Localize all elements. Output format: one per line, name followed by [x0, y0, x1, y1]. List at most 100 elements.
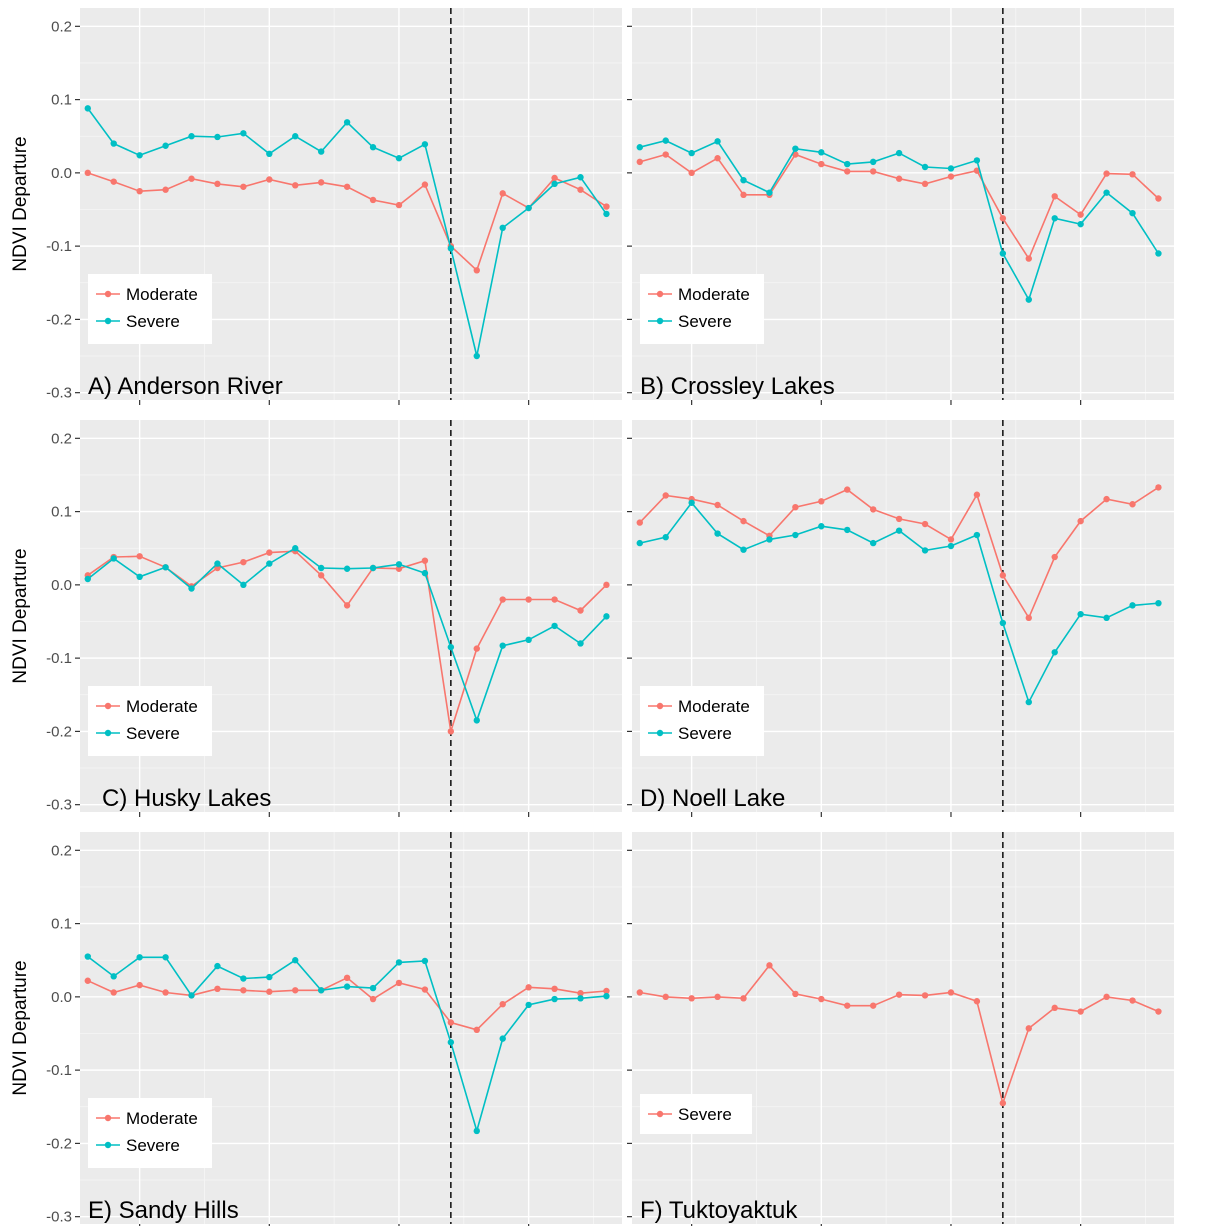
y-tick-label: 0.2: [51, 430, 72, 447]
data-point-severe: [921, 163, 929, 171]
data-point-severe: [369, 564, 377, 572]
data-point-severe: [84, 953, 91, 960]
panel-label: E) Sandy Hills: [88, 1197, 239, 1224]
legend-key-point: [656, 729, 664, 737]
data-point-severe: [551, 180, 558, 188]
data-point-moderate: [499, 596, 506, 603]
data-point-severe: [947, 165, 955, 172]
panel-5: 0.20.10.0-0.1-0.2-0.32000200520102015NDV…: [10, 832, 622, 1229]
data-point-severe: [110, 973, 117, 980]
legend-key-point: [104, 729, 112, 737]
data-point-moderate: [473, 1026, 480, 1034]
data-point-severe: [447, 643, 455, 651]
data-point-severe: [395, 155, 403, 162]
data-point-moderate: [688, 169, 695, 177]
data-point-severe: [266, 973, 273, 981]
y-tick-label: -0.2: [46, 723, 72, 740]
data-point-moderate: [421, 557, 429, 564]
data-point-severe: [714, 530, 721, 537]
data-point-severe: [688, 149, 695, 157]
data-point-severe: [395, 959, 403, 966]
data-point-severe: [1025, 698, 1032, 706]
data-point-moderate: [818, 498, 825, 505]
data-point-moderate: [525, 596, 532, 603]
data-point-moderate: [662, 151, 669, 158]
data-point-severe: [84, 105, 91, 112]
data-point-severe: [636, 539, 643, 547]
y-tick-label: 0.1: [51, 504, 72, 521]
data-point-severe: [1077, 610, 1084, 618]
data-point-severe: [603, 992, 610, 1000]
data-point-moderate: [921, 520, 929, 528]
data-point-moderate: [214, 985, 221, 992]
data-point-moderate: [240, 987, 247, 994]
data-point-severe: [947, 542, 955, 550]
data-point-severe: [577, 640, 584, 647]
data-point-moderate: [136, 553, 143, 560]
data-point-severe: [317, 987, 325, 994]
data-point-moderate: [421, 181, 429, 188]
data-point-severe: [740, 176, 747, 184]
data-point-moderate: [999, 215, 1007, 222]
y-axis-title: NDVI Departure: [10, 136, 31, 271]
legend-label-severe: Severe: [126, 1136, 180, 1155]
data-point-moderate: [947, 536, 955, 543]
data-point-moderate: [240, 558, 247, 566]
data-point-moderate: [499, 190, 506, 197]
data-point-moderate: [136, 187, 143, 195]
data-point-moderate: [473, 645, 480, 652]
panel-label: A) Anderson River: [88, 373, 283, 400]
data-point-moderate: [395, 979, 403, 987]
panel-background: [632, 832, 1174, 1224]
data-point-severe: [369, 984, 377, 992]
data-point-severe: [1051, 1004, 1058, 1012]
data-point-moderate: [603, 203, 610, 210]
data-point-moderate: [317, 572, 325, 579]
data-point-severe: [317, 564, 325, 572]
legend-box: [88, 686, 212, 756]
data-point-moderate: [895, 175, 903, 182]
legend-label-severe: Severe: [126, 312, 180, 331]
data-point-moderate: [1103, 495, 1110, 503]
data-point-severe: [1129, 209, 1136, 217]
data-point-moderate: [188, 175, 195, 182]
data-point-severe: [869, 1002, 877, 1009]
data-point-moderate: [818, 160, 825, 168]
data-point-severe: [1077, 220, 1084, 228]
data-point-moderate: [921, 180, 929, 188]
y-tick-label: -0.3: [46, 797, 72, 814]
data-point-moderate: [577, 186, 584, 193]
data-point-moderate: [369, 196, 377, 204]
legend-key-point: [656, 317, 664, 325]
data-point-severe: [1155, 599, 1162, 607]
data-point-moderate: [525, 984, 532, 991]
data-point-severe: [240, 581, 247, 589]
data-point-moderate: [317, 179, 325, 186]
data-point-severe: [499, 1035, 506, 1042]
data-point-moderate: [551, 174, 558, 182]
data-point-severe: [577, 995, 584, 1002]
data-point-severe: [662, 993, 669, 1001]
data-point-severe: [473, 352, 480, 360]
data-point-moderate: [1129, 171, 1136, 178]
panel-label: B) Crossley Lakes: [640, 373, 835, 400]
data-point-severe: [240, 975, 247, 982]
data-point-moderate: [869, 506, 877, 513]
data-point-severe: [895, 991, 903, 998]
legend-label-severe: Severe: [678, 724, 732, 743]
data-point-severe: [188, 992, 195, 999]
legend-label-severe: Severe: [126, 724, 180, 743]
y-tick-label: -0.2: [46, 1135, 72, 1152]
data-point-severe: [714, 993, 721, 1001]
data-point-moderate: [447, 728, 455, 735]
data-point-severe: [999, 619, 1007, 627]
data-point-moderate: [473, 267, 480, 274]
data-point-severe: [1051, 649, 1058, 656]
data-point-severe: [973, 531, 981, 539]
data-point-severe: [1025, 1025, 1032, 1032]
data-point-moderate: [447, 1019, 455, 1026]
data-point-severe: [110, 555, 117, 562]
data-point-moderate: [343, 974, 351, 982]
data-point-severe: [662, 137, 669, 144]
y-tick-label: -0.1: [46, 650, 72, 667]
